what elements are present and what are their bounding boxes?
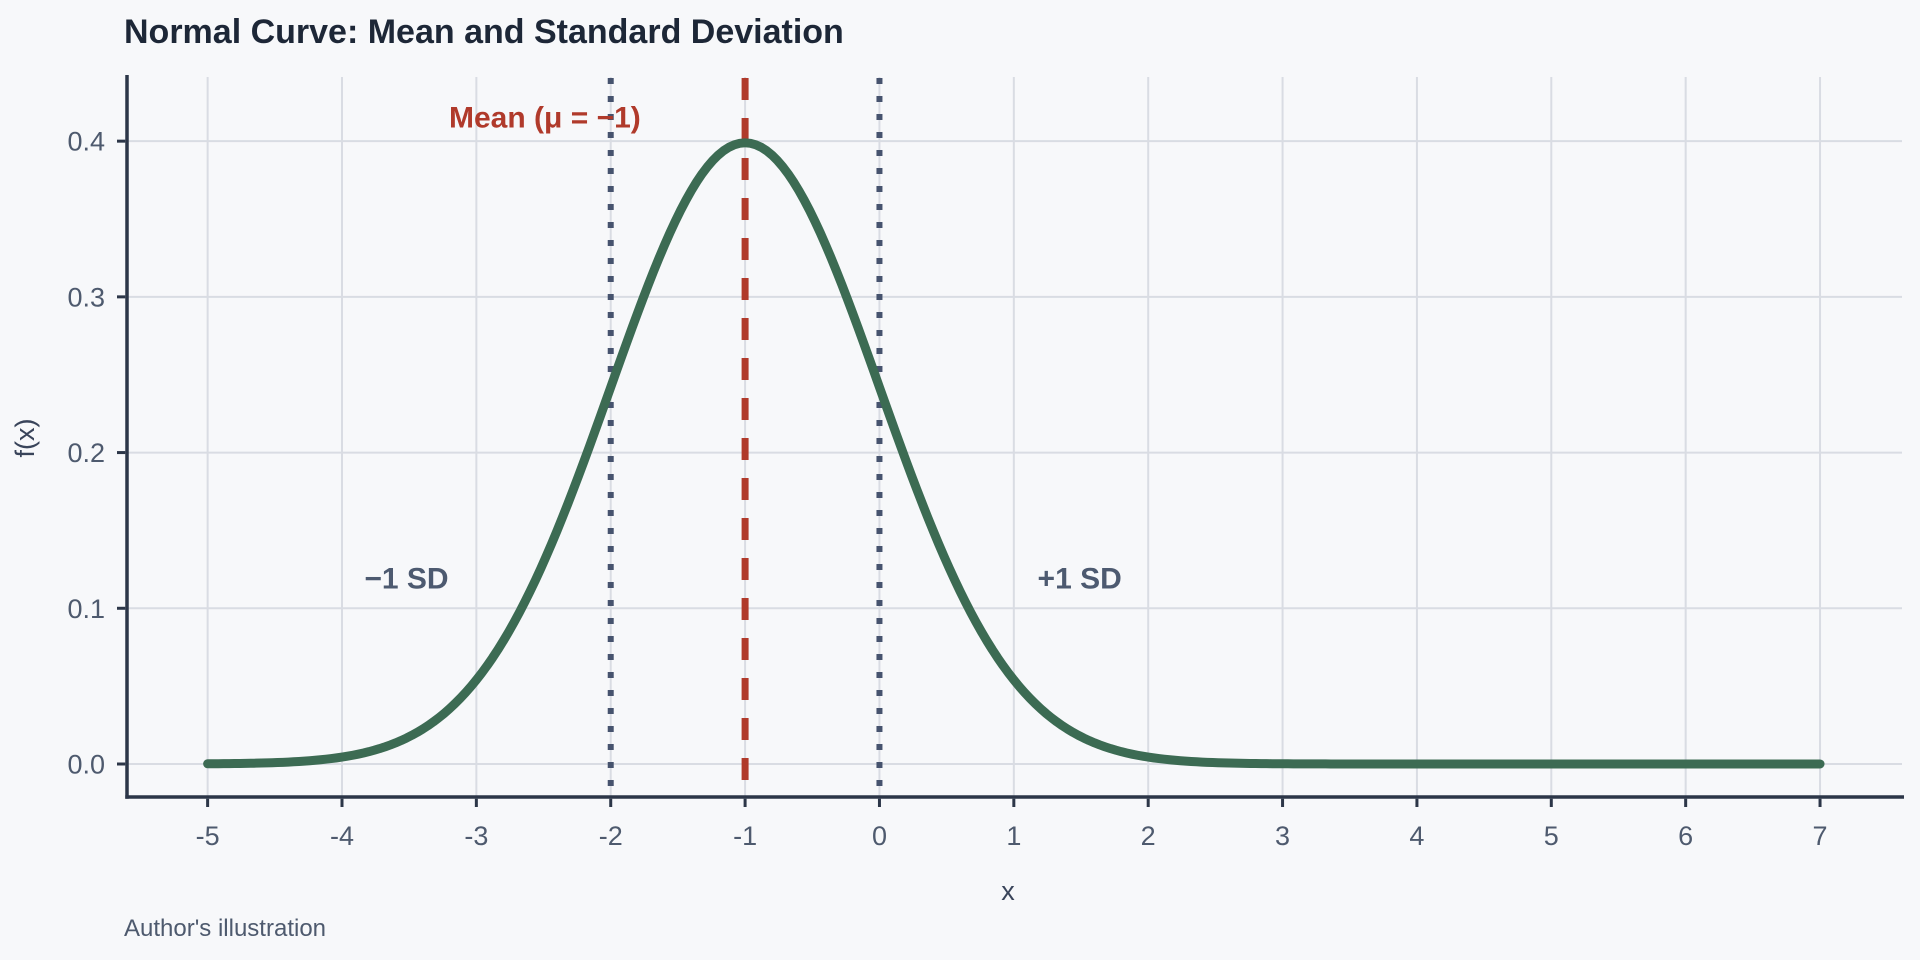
y-tick-label: 0.0 [67,749,105,779]
axes-layer [117,75,1904,807]
x-tick-label: 0 [872,821,887,851]
y-tick-label: 0.1 [67,594,105,624]
chart-title: Normal Curve: Mean and Standard Deviatio… [124,13,844,51]
x-axis-title: x [1001,876,1015,906]
x-tick-label: -5 [196,821,220,851]
vlines-layer [607,78,883,795]
x-tick-label: 3 [1275,821,1290,851]
chart-caption: Author's illustration [124,915,326,942]
x-tick-label: -1 [733,821,757,851]
x-tick-label: 4 [1409,821,1424,851]
x-tick-label: 6 [1678,821,1693,851]
annotation-label-0: Mean (μ = −1) [449,102,641,135]
x-tick-label: 1 [1006,821,1021,851]
x-tick-label: 2 [1141,821,1156,851]
x-tick-label: 7 [1813,821,1828,851]
annotation-label-1: −1 SD [364,562,448,595]
x-tick-label: -4 [330,821,354,851]
tick-labels-layer: -5 -4 -3 -2 -1 0 1 2 3 4 5 6 7 0.0 0.1 0.2 0.3 0.4 [67,127,1827,851]
x-tick-label: -2 [599,821,623,851]
annotation-label-2: +1 SD [1038,562,1122,595]
annotations-layer: Mean (μ = −1) −1 SD +1 SD [364,102,1121,596]
x-tick-label: -3 [464,821,488,851]
normal-pdf-curve [203,138,1825,769]
y-tick-label: 0.3 [67,282,105,312]
x-tick-label: 5 [1544,821,1559,851]
y-tick-label: 0.2 [67,438,105,468]
y-tick-label: 0.4 [67,127,105,157]
curve-layer [203,138,1825,769]
y-axis-title: f(x) [10,419,40,458]
